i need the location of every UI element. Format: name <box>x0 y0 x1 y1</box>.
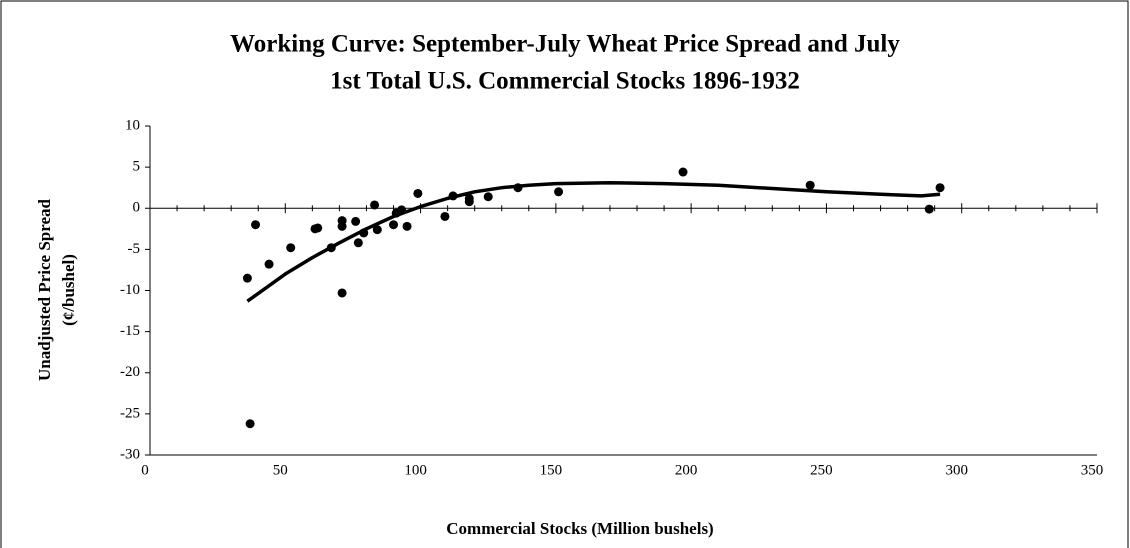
y-tick-label: 5 <box>133 159 141 175</box>
point <box>337 288 347 298</box>
point <box>242 273 252 283</box>
point <box>245 419 255 429</box>
point <box>372 225 382 235</box>
x-tick-label: 250 <box>810 462 833 478</box>
point <box>513 183 523 193</box>
y-tick-label: -20 <box>120 364 140 380</box>
x-tick-label: 150 <box>540 462 563 478</box>
point <box>251 220 261 230</box>
x-tick-label: 300 <box>945 462 968 478</box>
y-axis-label: (¢/bushel) <box>59 254 78 326</box>
point <box>337 221 347 231</box>
point <box>935 183 945 193</box>
point <box>264 259 274 269</box>
x-axis-label: Commercial Stocks (Million bushels) <box>446 519 713 538</box>
x-tick-label: 50 <box>273 462 288 478</box>
point <box>351 216 361 226</box>
point <box>464 197 474 207</box>
y-tick-label: -30 <box>120 446 140 462</box>
point <box>359 228 369 238</box>
y-tick-label: -10 <box>120 282 140 298</box>
x-tick-label: 100 <box>404 462 427 478</box>
point <box>370 200 380 210</box>
x-tick-label: 350 <box>1081 462 1104 478</box>
y-tick-label: -15 <box>120 323 140 339</box>
y-tick-label: -5 <box>128 241 141 257</box>
point <box>397 205 407 215</box>
point <box>924 204 934 214</box>
point <box>402 221 412 231</box>
point <box>313 223 323 233</box>
y-tick-label: 10 <box>125 117 140 133</box>
point <box>483 192 493 202</box>
chart-title: Working Curve: September-July Wheat Pric… <box>230 31 900 58</box>
y-axis-label: Unadjusted Price Spread <box>35 198 54 381</box>
chart-title: 1st Total U.S. Commercial Stocks 1896-19… <box>330 68 800 95</box>
point <box>805 180 815 190</box>
point <box>448 191 458 201</box>
point <box>413 188 423 198</box>
point <box>389 220 399 230</box>
point <box>326 243 336 253</box>
point <box>286 243 296 253</box>
point <box>353 238 363 248</box>
x-tick-label: 0 <box>141 462 149 478</box>
point <box>678 167 688 177</box>
point <box>554 187 564 197</box>
x-tick-label: 200 <box>675 462 698 478</box>
y-tick-label: 0 <box>133 200 141 216</box>
y-tick-label: -25 <box>120 405 140 421</box>
point <box>440 211 450 221</box>
